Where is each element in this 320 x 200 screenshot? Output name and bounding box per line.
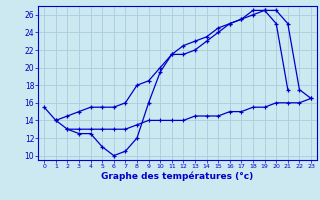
X-axis label: Graphe des températures (°c): Graphe des températures (°c) [101, 172, 254, 181]
